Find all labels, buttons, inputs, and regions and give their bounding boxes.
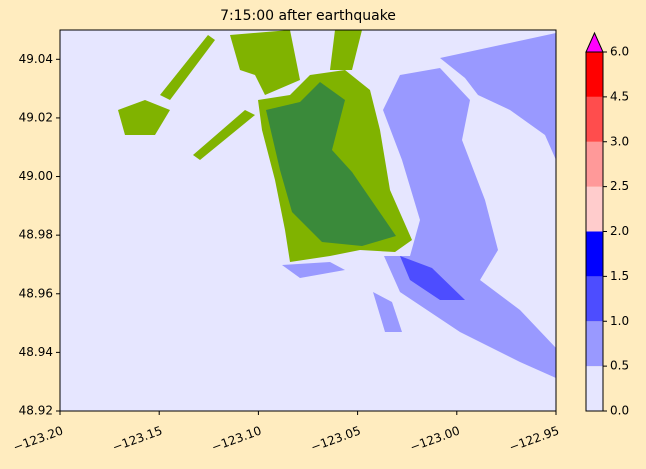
colorbar-tick-label: 2.5 bbox=[610, 179, 629, 193]
colorbar-bin bbox=[586, 186, 603, 232]
y-tick-label: 48.94 bbox=[19, 345, 53, 359]
colorbar-bin bbox=[586, 231, 603, 277]
depth-region bbox=[373, 292, 402, 332]
land bbox=[330, 30, 362, 70]
map bbox=[60, 30, 556, 411]
y-tick-label: 48.92 bbox=[19, 404, 53, 418]
colorbar-extend bbox=[585, 31, 604, 53]
land bbox=[118, 100, 170, 135]
land bbox=[230, 30, 300, 95]
colorbar-tick-label: 0.0 bbox=[610, 404, 629, 418]
chart-title: 7:15:00 after earthquake bbox=[220, 8, 396, 24]
depth-region bbox=[400, 256, 465, 300]
colorbar-tick-label: 2.0 bbox=[610, 224, 629, 238]
land-low bbox=[266, 82, 396, 246]
colorbar-tick-label: 6.0 bbox=[610, 45, 629, 59]
land bbox=[160, 35, 215, 100]
depth-region bbox=[282, 262, 345, 278]
colorbar-bin bbox=[586, 366, 603, 411]
depth-region bbox=[383, 68, 556, 378]
x-tick-label: −123.10 bbox=[210, 423, 264, 454]
colorbar-bin bbox=[586, 52, 603, 97]
colorbar-bin bbox=[586, 276, 603, 322]
x-tick-label: −123.20 bbox=[11, 423, 65, 454]
colorbar-bin bbox=[586, 141, 603, 187]
colorbar-tick-label: 0.5 bbox=[610, 359, 629, 373]
colorbar-tick-label: 3.0 bbox=[610, 134, 629, 148]
colorbar-tick-label: 4.5 bbox=[610, 89, 629, 103]
x-tick-label: −123.00 bbox=[408, 423, 462, 454]
x-tick-label: −122.95 bbox=[507, 423, 561, 454]
colorbar-tick-label: 1.0 bbox=[610, 314, 629, 328]
y-tick-label: 49.04 bbox=[19, 52, 53, 66]
depth-region bbox=[440, 33, 556, 160]
x-tick-label: −123.05 bbox=[309, 423, 363, 454]
y-tick-label: 48.98 bbox=[19, 228, 53, 242]
colorbar-bin bbox=[586, 96, 603, 142]
plot-frame bbox=[59, 29, 557, 412]
y-tick-label: 49.02 bbox=[19, 110, 53, 124]
land bbox=[193, 110, 255, 160]
y-tick-label: 48.96 bbox=[19, 286, 53, 300]
x-tick-label: −123.15 bbox=[110, 423, 164, 454]
colorbar-bin bbox=[586, 321, 603, 367]
colorbar-tick-label: 1.5 bbox=[610, 269, 629, 283]
y-tick-label: 49.00 bbox=[19, 169, 53, 183]
